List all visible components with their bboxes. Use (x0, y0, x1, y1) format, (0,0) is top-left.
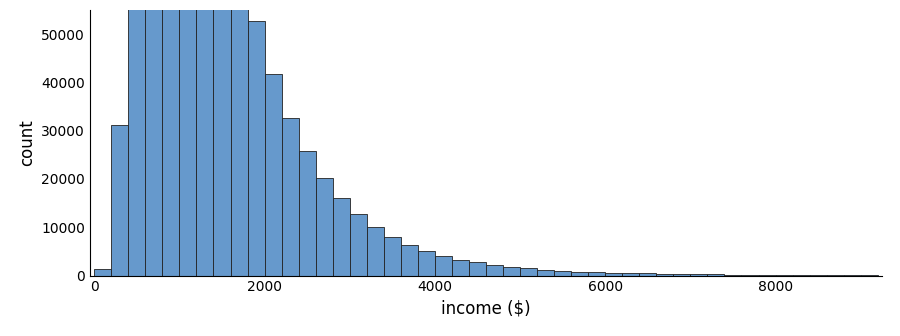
Bar (469, 262, 486, 276)
Bar (265, 74, 282, 276)
Bar (112, 125, 129, 276)
Bar (639, 273, 656, 276)
Bar (282, 118, 299, 276)
Bar (742, 275, 759, 276)
Bar (605, 273, 622, 276)
Bar (537, 270, 554, 276)
Bar (520, 268, 537, 276)
Bar (367, 227, 383, 276)
Bar (400, 245, 418, 276)
Bar (572, 271, 589, 276)
Bar (383, 237, 400, 276)
Bar (179, 0, 196, 276)
X-axis label: income ($): income ($) (441, 300, 531, 318)
Bar (724, 275, 742, 276)
Y-axis label: count: count (18, 119, 36, 166)
Bar (707, 275, 724, 276)
Bar (486, 265, 503, 276)
Bar (418, 251, 435, 276)
Bar (656, 274, 673, 276)
Bar (230, 0, 248, 276)
Bar (146, 0, 162, 276)
Bar (316, 178, 333, 276)
Bar (622, 273, 639, 276)
Bar (503, 266, 520, 276)
Bar (94, 269, 112, 276)
Bar (673, 274, 690, 276)
Bar (435, 256, 452, 276)
Bar (162, 0, 179, 276)
Bar (350, 214, 367, 276)
Bar (793, 275, 810, 276)
Bar (690, 274, 707, 276)
Bar (333, 198, 350, 276)
Bar (810, 275, 826, 276)
Bar (452, 260, 469, 276)
Bar (554, 271, 572, 276)
Bar (196, 0, 213, 276)
Bar (759, 275, 776, 276)
Bar (213, 0, 230, 276)
Bar (248, 22, 265, 276)
Bar (299, 151, 316, 276)
Bar (776, 275, 793, 276)
Bar (589, 272, 605, 276)
Bar (129, 0, 146, 276)
